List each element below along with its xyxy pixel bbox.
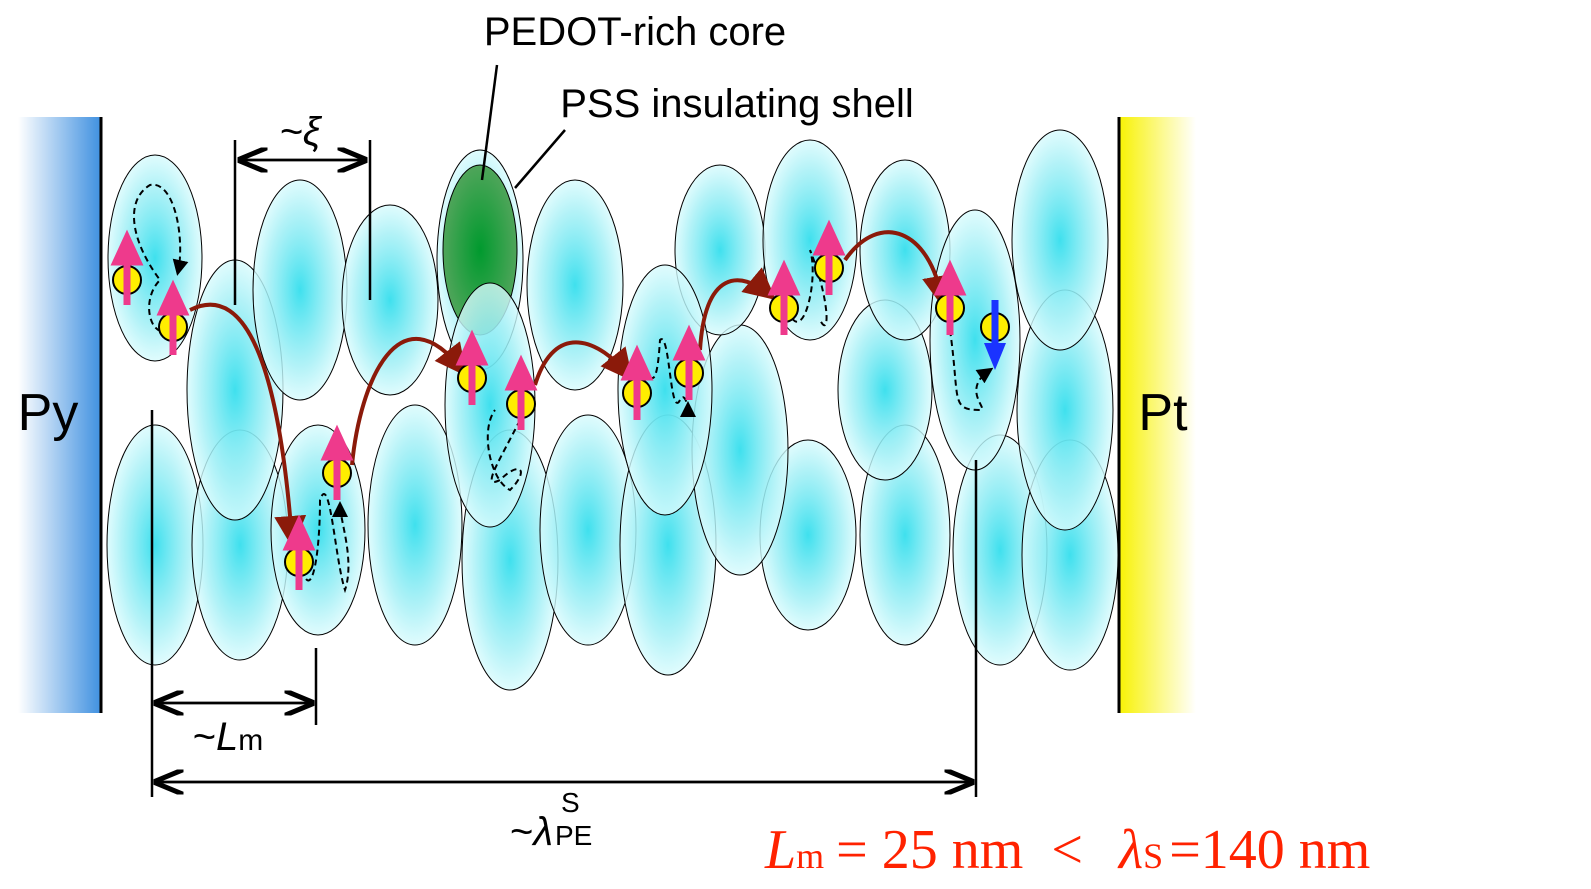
- shell-label: PSS insulating shell: [560, 82, 914, 126]
- equation: Lm = 25 nm < λS =140 nm: [764, 819, 1370, 881]
- lambda-label: ~λ S PE: [510, 787, 592, 854]
- lhs-symbol: L: [764, 819, 796, 881]
- hop-arrow: [843, 230, 954, 308]
- walk-path: [299, 493, 350, 594]
- grain: [341, 204, 439, 396]
- pt-label: Pt: [1138, 384, 1188, 442]
- lambda-symbol: ~λ: [510, 810, 553, 854]
- subscript: m: [238, 724, 263, 757]
- spins: [110, 219, 1010, 590]
- superscript: S: [561, 787, 580, 818]
- grains: [106, 129, 1119, 691]
- rhs-symbol: λ: [1117, 819, 1143, 881]
- hop-arrow: [350, 337, 467, 466]
- py-label: Py: [18, 384, 79, 442]
- py-electrode: [18, 117, 102, 713]
- hop-arrow: [698, 267, 777, 351]
- lhs-sub: m: [796, 836, 824, 876]
- tilde: ~: [510, 810, 533, 854]
- walk-path: [784, 249, 828, 327]
- grain: [526, 179, 624, 391]
- hops: [189, 230, 954, 548]
- walk-path: [133, 183, 189, 333]
- grain: [929, 209, 1021, 471]
- tilde: ~: [193, 715, 216, 759]
- lhs-rest: = 25 nm <: [836, 819, 1083, 881]
- dimensions: [150, 64, 978, 797]
- grain: [252, 179, 348, 401]
- rhs-sub: S: [1143, 836, 1163, 876]
- core-label: PEDOT-rich core: [484, 10, 786, 54]
- walk-path: [486, 409, 522, 492]
- hop-arrow: [533, 340, 634, 386]
- symbol: λ: [531, 810, 553, 854]
- grain: [106, 424, 204, 666]
- pt-electrode: [1118, 117, 1196, 713]
- rhs-rest: =140 nm: [1169, 819, 1370, 881]
- symbol: L: [216, 715, 238, 759]
- walk-path: [949, 329, 994, 412]
- grain: [1011, 129, 1109, 351]
- lm-label: ~Lm: [193, 715, 264, 759]
- grain: [367, 404, 463, 646]
- random-walks: [133, 183, 994, 594]
- walk-path: [634, 338, 696, 418]
- xi-label: ~ξ: [279, 110, 322, 154]
- hop-arrow: [189, 302, 307, 548]
- subscript: PE: [555, 820, 592, 851]
